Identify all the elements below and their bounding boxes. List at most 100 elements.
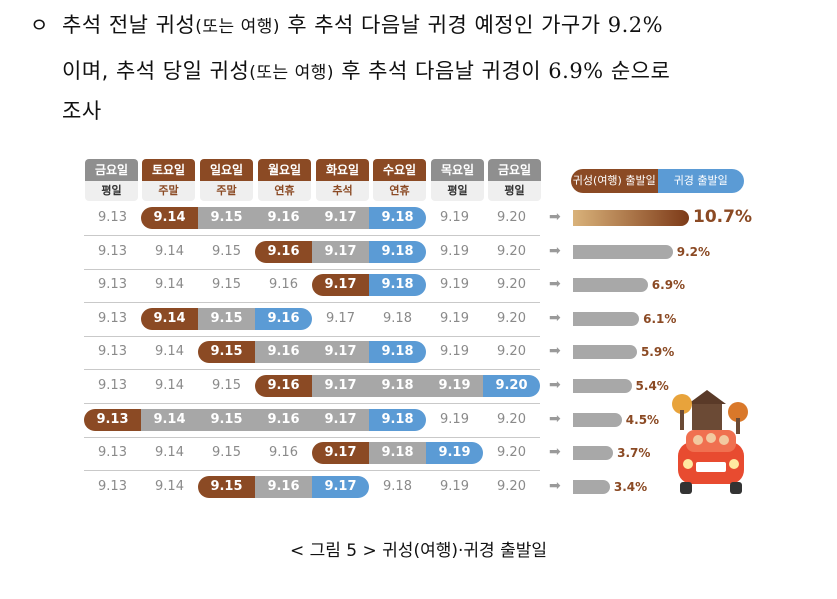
share-label: 5.4% xyxy=(635,379,669,393)
share-label: 3.7% xyxy=(617,446,651,461)
date-cell: 9.19 xyxy=(440,277,469,293)
figure-caption: < 그림 5 > 귀성(여행)·귀경 출발일 xyxy=(289,541,548,561)
share-bar-1 xyxy=(573,244,673,259)
day-type: 주말 xyxy=(200,181,253,201)
arrow-icon: ➡ xyxy=(549,309,561,326)
date-cell: 9.13 xyxy=(98,277,127,293)
share-bar-5 xyxy=(573,379,632,393)
date-cell: 9.16 xyxy=(269,445,298,461)
share-bar-2 xyxy=(573,278,648,293)
arrow-icon: ➡ xyxy=(549,377,561,393)
stay-date: 9.15 xyxy=(198,408,255,431)
date-cell: 9.13 xyxy=(98,310,127,326)
stay-date: 9.18 xyxy=(369,375,426,397)
date-cell: 9.15 xyxy=(212,445,241,461)
date-cell: 9.13 xyxy=(98,210,127,225)
day-type: 주말 xyxy=(142,181,195,201)
legend: 귀성(여행) 출발일 귀경 출발일 xyxy=(571,169,744,193)
day-name: 수요일 xyxy=(373,159,426,181)
date-cell: 9.15 xyxy=(212,243,241,259)
day-header-0: 금요일 평일 xyxy=(85,159,138,201)
day-name: 금요일 xyxy=(85,159,138,181)
bullet-mark: ㅇ xyxy=(30,13,49,37)
stay-date: 9.16 xyxy=(255,207,312,229)
arrow-icon: ➡ xyxy=(549,276,561,293)
stay-date: 9.16 xyxy=(255,408,312,431)
date-cell: 9.20 xyxy=(497,411,526,427)
trip-bar-4: 9.15 9.16 9.17 9.18 xyxy=(198,341,426,364)
trip-bar-5: 9.16 9.17 9.18 9.19 9.20 xyxy=(255,375,540,397)
trip-bar-1: 9.16 9.17 9.18 xyxy=(255,240,426,263)
date-cell: 9.19 xyxy=(440,344,469,360)
return-date: 9.20 xyxy=(483,375,540,397)
return-date: 9.18 xyxy=(369,274,426,297)
share-label: 4.5% xyxy=(625,412,660,427)
stay-date: 9.19 xyxy=(426,375,483,397)
date-cell: 9.20 xyxy=(497,344,526,360)
share-bar-4 xyxy=(573,345,637,360)
share-label: 5.9% xyxy=(640,345,675,360)
return-date: 9.19 xyxy=(426,442,483,465)
day-name: 토요일 xyxy=(142,159,195,181)
share-bar-0 xyxy=(573,210,689,226)
date-cell: 9.19 xyxy=(440,411,469,427)
day-header-2: 일요일 주말 xyxy=(200,159,253,201)
stay-date: 9.17 xyxy=(312,341,369,364)
date-cell: 9.20 xyxy=(497,277,526,293)
day-name: 화요일 xyxy=(316,159,369,181)
date-cell: 9.15 xyxy=(212,277,241,293)
row-divider xyxy=(84,436,540,438)
return-date: 9.18 xyxy=(369,240,426,263)
return-date: 9.16 xyxy=(255,307,312,330)
arrow-icon: ➡ xyxy=(549,343,561,360)
depart-date: 9.14 xyxy=(141,307,198,330)
date-cell: 9.19 xyxy=(440,210,469,225)
trip-bar-3: 9.14 9.15 9.16 xyxy=(141,307,312,330)
stay-date: 9.14 xyxy=(141,408,198,431)
car-with-family-icon xyxy=(672,390,748,494)
paragraph-line-2: 이며, 추석 당일 귀성(또는 여행) 후 추석 다음날 귀경이 6.9% 순으… xyxy=(62,59,671,83)
share-label: 6.1% xyxy=(643,311,677,326)
date-cell: 9.15 xyxy=(212,378,241,393)
return-date: 9.17 xyxy=(312,475,369,498)
depart-date: 9.14 xyxy=(141,207,198,229)
legend-return: 귀경 출발일 xyxy=(657,169,744,193)
legend-depart: 귀성(여행) 출발일 xyxy=(571,169,658,193)
day-type: 추석 xyxy=(316,181,369,201)
day-header-5: 수요일 연휴 xyxy=(373,159,426,201)
depart-date: 9.16 xyxy=(255,375,312,397)
share-label: 6.9% xyxy=(651,278,686,293)
arrow-icon: ➡ xyxy=(549,444,561,461)
stay-date: 9.17 xyxy=(312,408,369,431)
day-type: 평일 xyxy=(85,181,138,201)
day-header-3: 월요일 연휴 xyxy=(258,159,311,201)
share-label: 3.4% xyxy=(613,479,648,494)
date-cell: 9.20 xyxy=(497,210,526,225)
arrow-icon: ➡ xyxy=(549,477,561,494)
trip-bar-6: 9.13 9.14 9.15 9.16 9.17 9.18 xyxy=(84,408,426,431)
row-divider xyxy=(84,335,540,337)
return-date: 9.18 xyxy=(369,408,426,431)
share-label: 9.2% xyxy=(676,244,711,259)
date-cell: 9.14 xyxy=(155,378,184,393)
share-bar-7 xyxy=(573,446,614,461)
date-cell: 9.13 xyxy=(98,445,127,461)
day-name: 금요일 xyxy=(488,159,541,181)
day-type: 평일 xyxy=(431,181,484,201)
date-cell: 9.13 xyxy=(98,344,127,360)
row-divider xyxy=(84,268,540,270)
day-type: 연휴 xyxy=(373,181,426,201)
date-cell: 9.14 xyxy=(155,478,184,494)
date-cell: 9.18 xyxy=(383,310,412,326)
share-bar-3 xyxy=(573,311,640,326)
day-name: 월요일 xyxy=(258,159,311,181)
date-cell: 9.16 xyxy=(269,277,298,293)
arrow-icon: ➡ xyxy=(549,209,561,225)
share-bar-8 xyxy=(573,479,610,494)
return-date: 9.18 xyxy=(369,341,426,364)
date-cell: 9.19 xyxy=(440,478,469,494)
arrow-icon: ➡ xyxy=(549,242,561,259)
share-bar-6 xyxy=(573,412,622,427)
date-cell: 9.14 xyxy=(155,445,184,461)
stay-date: 9.16 xyxy=(255,341,312,364)
